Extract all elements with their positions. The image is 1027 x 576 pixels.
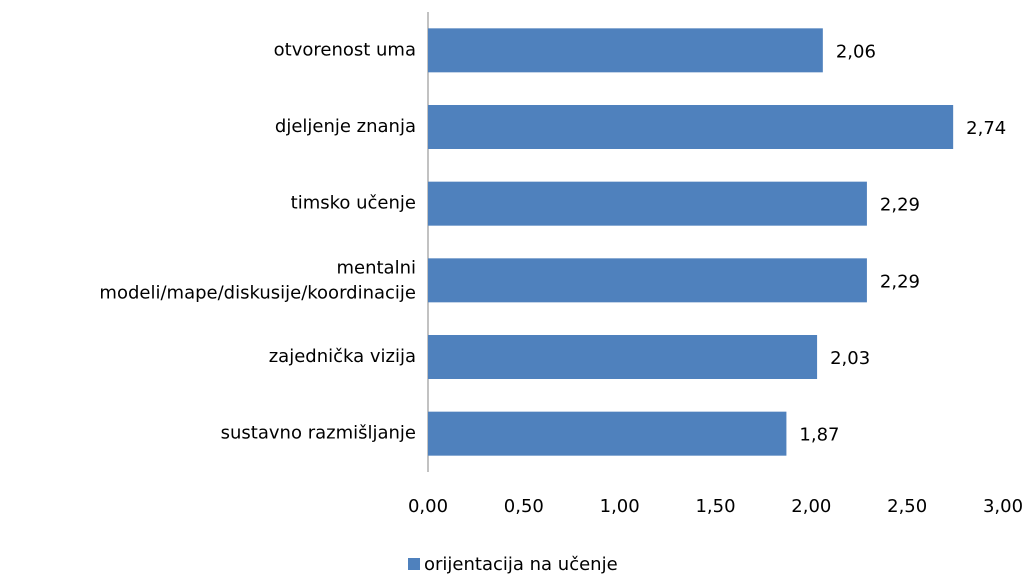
x-tick-label: 2,50 xyxy=(887,496,927,517)
legend-label: orijentacija na učenje xyxy=(424,554,618,575)
data-label: 2,74 xyxy=(966,118,1006,139)
x-tick-label: 3,00 xyxy=(983,496,1023,517)
x-tick-label: 0,50 xyxy=(504,496,544,517)
y-tick-label: timsko učenje xyxy=(291,193,416,214)
y-tick-label: zajednička vizija xyxy=(269,346,416,367)
bar xyxy=(428,105,954,149)
data-label: 2,03 xyxy=(830,348,870,369)
x-tick-label: 1,00 xyxy=(600,496,640,517)
y-tick-label: djeljenje znanja xyxy=(275,116,416,137)
bar xyxy=(428,258,867,303)
x-tick-label: 0,00 xyxy=(408,496,448,517)
x-tick-label: 1,50 xyxy=(695,496,735,517)
y-tick-label: mentalni modeli/mape/diskusije/koordinaci… xyxy=(99,257,416,303)
bar xyxy=(428,28,823,73)
bar xyxy=(428,181,867,226)
data-label: 2,29 xyxy=(880,271,920,292)
y-tick-label: sustavno razmišljanje xyxy=(221,423,416,444)
bar xyxy=(428,335,818,379)
x-tick-label: 2,00 xyxy=(791,496,831,517)
data-label: 2,06 xyxy=(836,41,876,62)
bar xyxy=(428,411,787,456)
y-tick-label: otvorenost uma xyxy=(274,39,416,60)
legend-swatch xyxy=(408,558,420,570)
data-label: 2,29 xyxy=(880,195,920,216)
data-label: 1,87 xyxy=(799,425,839,446)
